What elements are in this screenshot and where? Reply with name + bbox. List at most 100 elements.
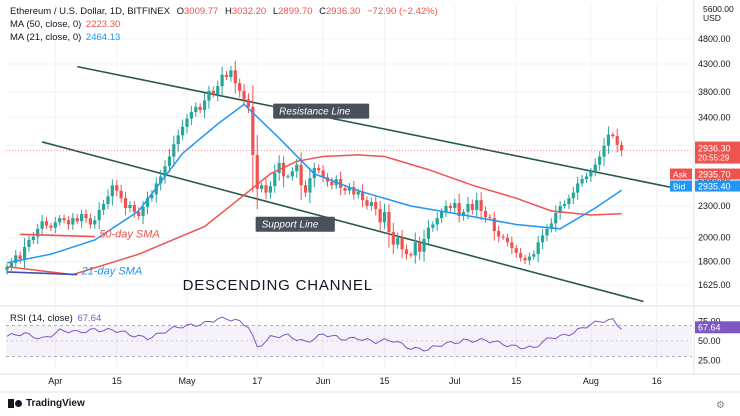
candle: [238, 78, 242, 98]
candle: [137, 207, 141, 220]
price-tick-label: 3800.00: [698, 87, 731, 97]
annotation-text: Resistance Line: [279, 107, 351, 118]
candle: [492, 211, 496, 241]
candle: [321, 165, 325, 183]
annotation-50-day-sma: 50-day SMA: [99, 229, 160, 241]
price-tick-label: 1625.00: [698, 280, 731, 290]
candle: [211, 86, 215, 98]
candle: [374, 196, 378, 216]
candle: [62, 214, 66, 224]
candle-body: [554, 212, 558, 224]
candle: [593, 158, 597, 177]
ohlc-high-key: H: [224, 6, 232, 17]
candle-body: [400, 237, 404, 250]
candle: [198, 103, 202, 114]
header-symbol-row: Ethereum / U.S. Dollar, 1D, BITFINEX O30…: [10, 6, 438, 18]
candle-body: [479, 200, 483, 211]
candle-body: [88, 218, 93, 225]
candle: [101, 199, 106, 216]
candle: [40, 214, 44, 235]
candle-body: [571, 192, 575, 199]
ask-tag-text: Ask: [673, 170, 688, 180]
candle-body: [264, 185, 268, 193]
rsi-value-text: 67.64: [698, 322, 721, 332]
candle: [36, 223, 40, 244]
ohlc-low-key: L: [272, 6, 279, 17]
candle: [14, 249, 18, 268]
candle-body: [483, 210, 488, 218]
annotation-descending-channel: DESCENDING CHANNEL: [183, 277, 372, 294]
annotation-box: [255, 216, 335, 232]
candle-body: [540, 235, 545, 243]
candle: [514, 245, 518, 258]
rsi-line: [6, 316, 622, 352]
candle-body: [461, 211, 466, 217]
rsi-pane: [6, 316, 692, 357]
candle: [378, 201, 382, 231]
candle: [150, 190, 154, 202]
ma21-value: 2464.13: [85, 32, 121, 43]
price-grid: [6, 4, 692, 368]
candle-body: [194, 106, 198, 112]
candle-body: [426, 227, 431, 239]
candle: [66, 216, 71, 230]
candle-body: [238, 83, 242, 91]
ma50-label: MA (50, close, 0): [10, 19, 82, 30]
candle: [185, 114, 189, 134]
candle: [216, 80, 220, 102]
candle-body: [343, 187, 347, 191]
candle-body: [391, 232, 395, 245]
time-tick-label: Apr: [48, 376, 62, 386]
tradingview-logo[interactable]: TradingView: [8, 398, 85, 409]
candle-body: [409, 254, 413, 256]
bid-price-text: 2935.40: [698, 182, 731, 192]
candle-body: [119, 190, 123, 199]
candle-body: [295, 164, 299, 172]
candle-body: [233, 70, 237, 84]
candle: [369, 197, 373, 211]
ohlc-close: 2936.30: [326, 6, 361, 17]
candle: [172, 135, 176, 167]
bid-tag-text: Bid: [673, 182, 686, 192]
candle: [620, 141, 624, 157]
candle-body: [602, 145, 606, 157]
candle-body: [71, 218, 75, 225]
candle-body: [611, 134, 615, 137]
candle: [9, 258, 13, 271]
candle-body: [172, 144, 176, 157]
candle-body: [448, 205, 452, 208]
candle: [602, 137, 606, 166]
candle: [343, 184, 347, 195]
candle-body: [216, 86, 220, 95]
candle: [426, 219, 431, 245]
candle-body: [360, 191, 365, 201]
candle: [84, 209, 88, 223]
candle-body: [562, 204, 567, 206]
bid-box: [695, 180, 740, 192]
candle-body: [303, 185, 308, 193]
candle: [93, 215, 97, 229]
candle: [268, 181, 272, 199]
candle-body: [277, 162, 281, 173]
rsi-legend[interactable]: RSI (14, close) 67.64: [10, 313, 101, 325]
candle: [576, 177, 580, 200]
candle-body: [110, 185, 114, 197]
price-tick-label: 4300.00: [698, 59, 731, 69]
candle-body: [422, 238, 426, 252]
candle-body: [514, 248, 518, 253]
candle: [251, 85, 255, 193]
ma50-legend[interactable]: MA (50, close, 0) 2223.30: [10, 19, 120, 31]
candle-body: [558, 205, 562, 213]
candle: [18, 251, 22, 264]
candle: [567, 194, 571, 209]
candle-body: [5, 266, 9, 271]
candle-body: [150, 194, 154, 199]
candle: [163, 160, 167, 184]
candle: [75, 214, 79, 225]
price-tick-label: 4800.00: [698, 34, 731, 44]
ma21-legend[interactable]: MA (21, close, 0) 2464.13: [10, 32, 120, 44]
last-price-text: 2936.30: [698, 144, 731, 154]
candle-body: [488, 217, 492, 219]
gear-icon[interactable]: ⚙: [716, 400, 725, 411]
